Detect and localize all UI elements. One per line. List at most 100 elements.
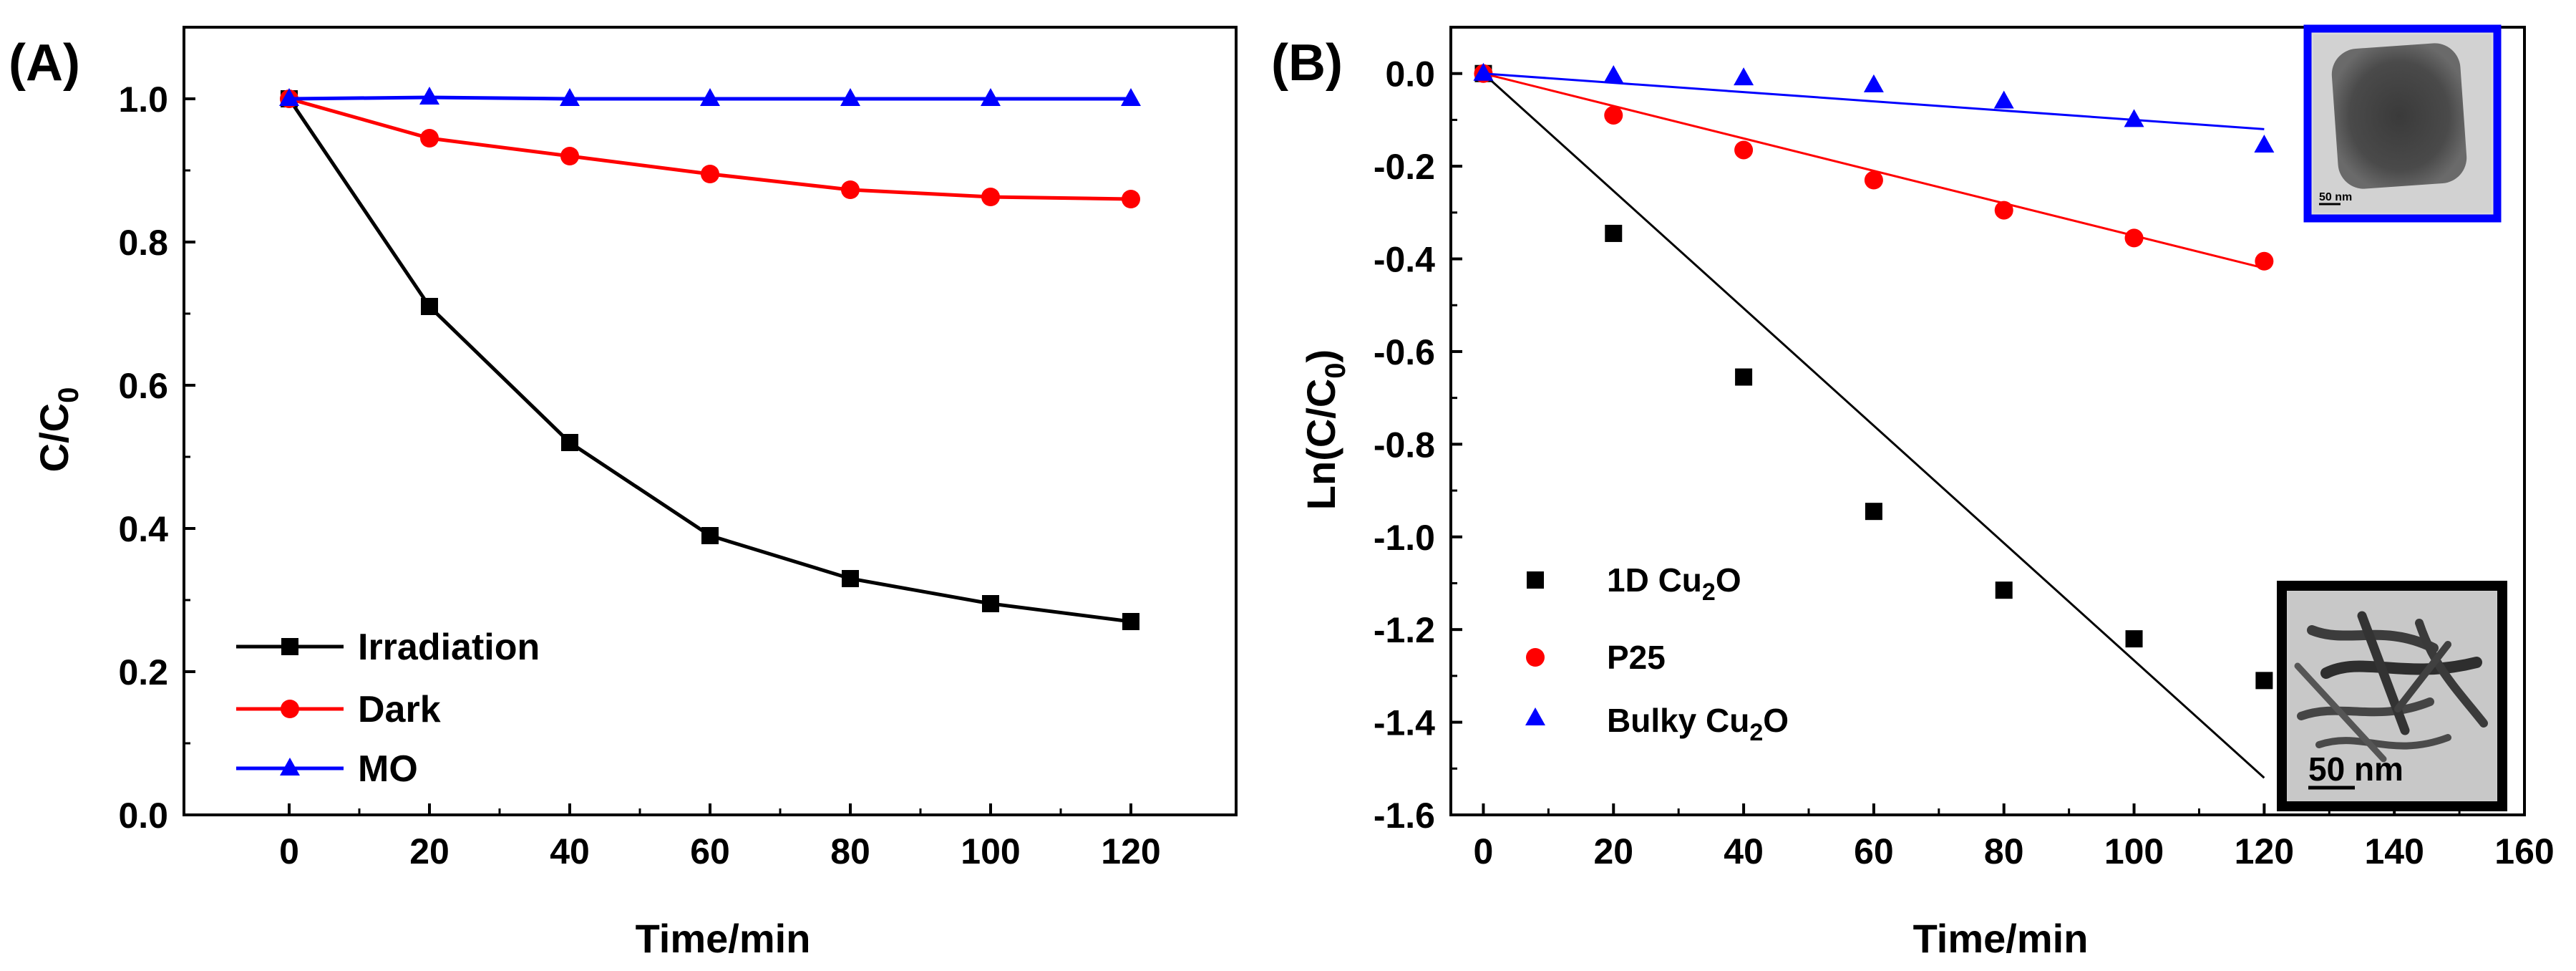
panel-a-xtick-label: 60 [690, 831, 730, 871]
panel-b-series-0-point [2125, 630, 2143, 648]
panel-a-ytick-label: 1.0 [118, 79, 168, 120]
panel-b-series-2-point [2124, 109, 2144, 127]
panel-a-series [279, 87, 1141, 630]
panel-a-series-0-point [421, 298, 438, 315]
legend-mo-marker [280, 758, 300, 776]
panel-b-series-0-point [1605, 224, 1623, 242]
panel-b-frame [1449, 26, 2526, 816]
panel-a-series-1-point [701, 165, 719, 183]
panel-a-xtick-label: 80 [830, 831, 870, 871]
panel-a-frame [183, 26, 1238, 816]
panel-b-xtick-label: 80 [1984, 831, 2024, 871]
panel-a-series-2-point [279, 88, 299, 106]
panel-b-series-1-point [1864, 170, 1883, 190]
panel-b-series-2-point [2254, 135, 2275, 153]
panel-a-ytick-label: 0.2 [118, 652, 168, 692]
panel-a-ylabel-main: C/C [31, 403, 77, 472]
panel-b-series-2-point [1993, 90, 2014, 109]
panel-a-ylabel-sub: 0 [53, 387, 84, 403]
panel-a-ytick-label: 0.4 [118, 509, 168, 549]
panel-b-series [1473, 62, 2275, 779]
legend-dark-marker [281, 700, 299, 718]
panel-b-series-0-fit-line [1482, 72, 2265, 779]
panel-b-series-2-point [1863, 74, 1884, 92]
panel-b-xtick-label: 100 [2104, 831, 2164, 871]
panel-a-ytick-label: 0.8 [118, 223, 168, 263]
panel-b-xtick-label: 0 [1474, 831, 1494, 871]
panel-a-series-0-point [1122, 613, 1139, 630]
panel-b-ytick-label: -0.2 [1374, 147, 1435, 187]
panel-b-series-1-point [2124, 228, 2144, 248]
panel-b-xtick-label: 40 [1724, 831, 1764, 871]
panel-a-series-1-point [981, 188, 1000, 206]
panel-b-ylabel-sub: 0 [1320, 362, 1351, 378]
panel-b-series-0-point [1865, 503, 1882, 521]
panel-a-series-1-line [288, 97, 1132, 201]
panel-b-ylabel-main: Ln(C/C [1298, 379, 1343, 511]
legend-bulky-cu2o-marker [1525, 707, 1545, 725]
1d-cu2o-nanowires [2294, 611, 2488, 763]
panel-a-ytick-label: 0.0 [118, 796, 168, 836]
panel-a-ytick-label: 0.6 [118, 366, 168, 406]
legend-dark-label: Dark [358, 689, 441, 730]
panel-b-series-2-point [1473, 62, 1494, 81]
panel-a-series-2-point [1121, 88, 1141, 106]
panel-a-series-0-point [982, 595, 999, 612]
panel-b-series-1-point [1734, 140, 1754, 160]
panel-b-series-2-point [1603, 64, 1624, 83]
panel-a-series-1-point [1122, 190, 1140, 208]
panel-b-series-1-point [1604, 105, 1623, 125]
legend-1d-cu2o-label: 1D Cu2O [1607, 561, 1741, 606]
panel-b-xtick-label: 60 [1854, 831, 1894, 871]
panel-a-series-2-point [560, 88, 580, 106]
legend-p25-marker [1526, 648, 1545, 667]
panel-a-xtick-label: 20 [409, 831, 449, 871]
panel-a-xtick-label: 120 [1101, 831, 1160, 871]
panel-b-xtick-label: 20 [1593, 831, 1633, 871]
panel-b-series-0-point [1995, 581, 2013, 599]
panel-a-series-0-point [561, 434, 578, 451]
legend-p25-label: P25 [1607, 639, 1666, 676]
panel-a-series-2-point [981, 88, 1001, 106]
bulky-cu2o-tem-inset: 50 nm [2303, 24, 2502, 223]
bulky-cu2o-particle [2331, 43, 2467, 189]
panel-b-ylabel: Ln(C/C0) [1298, 349, 1351, 510]
panel-a-series-0-point [842, 570, 859, 587]
panel-b-series-0-point [1735, 368, 1753, 386]
panel-b-ytick-label: -1.6 [1374, 796, 1435, 836]
panel-b-series-1-point [2255, 251, 2274, 271]
legend-mo-label: MO [358, 748, 418, 790]
panel-a-series-2-point [419, 87, 439, 105]
panel-b-ytick-label: -0.8 [1374, 425, 1435, 465]
panel-b-series-2-point [1734, 67, 1754, 86]
panel-b-ytick-label: -1.4 [1374, 703, 1435, 743]
panel-a-label: (A) [9, 34, 80, 92]
panel-a: (A) 0 20 40 60 80 100 120 0.0 0.2 0.4 0.6 0.8 1.0 Ti… [9, 26, 1238, 961]
panel-b-series-0-point [2255, 672, 2273, 690]
panel-b-ytick-label: 0.0 [1385, 54, 1435, 95]
panel-b: (B) 0 20 40 60 80 100 120 140 160 0.0 -0.2 -0.4 -0.6… [1271, 24, 2555, 961]
panel-a-ylabel: C/C0 [31, 387, 84, 473]
panel-b-label: (B) [1271, 34, 1343, 92]
panel-b-xtick-label: 160 [2494, 831, 2554, 871]
panel-a-series-0-point [701, 527, 719, 544]
panel-a-legend: Irradiation Dark MO [236, 627, 540, 790]
panel-b-xtick-label: 120 [2235, 831, 2294, 871]
panel-a-series-1-point [420, 129, 439, 148]
legend-irradiation-marker [281, 638, 298, 655]
panel-a-xtick-label: 40 [550, 831, 590, 871]
panel-b-xtick-label: 140 [2364, 831, 2424, 871]
panel-a-series-2-point [840, 88, 860, 106]
panel-b-ticks: 0 20 40 60 80 100 120 140 160 0.0 -0.2 -0.4 -0.6 -0.8… [1374, 54, 2555, 871]
panel-b-ytick-label: -1.2 [1374, 610, 1435, 650]
panel-a-series-2-point [700, 88, 720, 106]
panel-b-series-1-point [1994, 201, 2013, 220]
panel-a-xtick-label: 0 [279, 831, 299, 871]
panel-b-ytick-label: -1.0 [1374, 518, 1435, 558]
bulky-cu2o-scale-label: 50 nm [2319, 191, 2352, 203]
legend-irradiation-label: Irradiation [358, 627, 540, 668]
panel-b-xlabel: Time/min [1913, 916, 2089, 961]
panel-b-ytick-label: -0.6 [1374, 332, 1435, 372]
panel-a-series-1-point [841, 180, 860, 199]
